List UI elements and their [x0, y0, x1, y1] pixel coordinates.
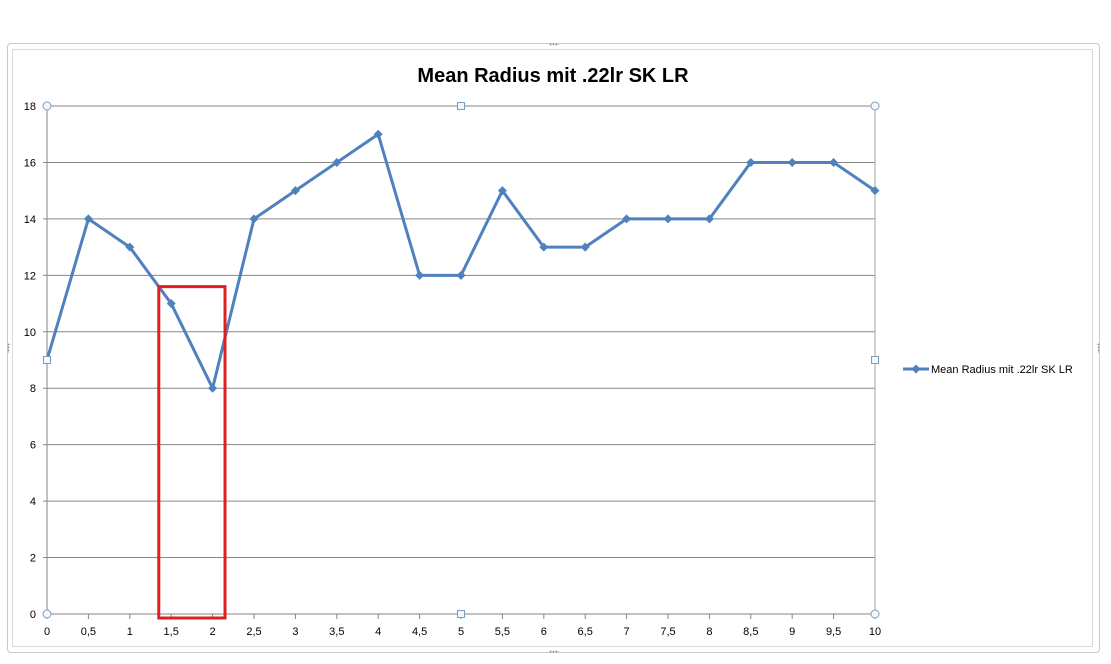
x-tick-label-13: 6,5: [578, 626, 593, 638]
data-point-10[interactable]: [456, 270, 466, 280]
x-axis-tick-labels: 0 0,5 1 1,5 2 2,5 3 3,5 4 4,5 5 5,5 6 6,5 7 7,5 8 8,5 9 9,5…: [44, 626, 881, 638]
axes: [43, 105, 876, 619]
chart-area-frame[interactable]: [7, 43, 1100, 653]
x-tick-label-7: 3,5: [329, 626, 344, 638]
bottom-resize-handle[interactable]: [549, 650, 559, 653]
x-tick-label-5: 2,5: [246, 626, 261, 638]
legend[interactable]: Mean Radius mit .22lr SK LR: [903, 364, 1073, 376]
x-tick-label-8: 4: [375, 626, 381, 638]
x-tick-label-10: 5: [458, 626, 464, 638]
gridlines: [47, 105, 875, 615]
data-point-17[interactable]: [746, 157, 756, 167]
legend-marker-diamond: [911, 364, 921, 374]
chart-title[interactable]: Mean Radius mit .22lr SK LR: [417, 65, 689, 87]
left-resize-handle[interactable]: [7, 343, 10, 353]
x-tick-label-20: 10: [869, 626, 881, 638]
x-tick-label-6: 3: [292, 626, 298, 638]
data-point-12[interactable]: [539, 242, 549, 252]
y-tick-label-12: 12: [24, 270, 36, 282]
edge-handle-3[interactable]: [871, 356, 879, 364]
x-tick-label-12: 6: [541, 626, 547, 638]
data-point-8[interactable]: [373, 129, 383, 139]
corner-handle-3[interactable]: [870, 609, 880, 619]
data-point-18[interactable]: [787, 157, 797, 167]
x-tick-label-4: 2: [210, 626, 216, 638]
edge-handle-1[interactable]: [457, 610, 465, 618]
corner-handle-2[interactable]: [42, 609, 52, 619]
x-tick-label-2: 1: [127, 626, 133, 638]
x-tick-label-14: 7: [624, 626, 630, 638]
data-point-15[interactable]: [663, 214, 673, 224]
data-point-14[interactable]: [622, 214, 632, 224]
x-tick-label-9: 4,5: [412, 626, 427, 638]
series-line-0[interactable]: [45, 132, 876, 390]
highlight-rectangle: [157, 285, 227, 620]
highlight-layer: [157, 285, 227, 620]
data-point-11[interactable]: [497, 186, 507, 196]
top-resize-handle[interactable]: [549, 43, 559, 46]
data-point-2[interactable]: [125, 242, 135, 252]
x-tick-label-17: 8,5: [743, 626, 758, 638]
data-point-1[interactable]: [83, 214, 93, 224]
x-tick-label-15: 7,5: [660, 626, 675, 638]
y-tick-label-2: 2: [30, 553, 36, 565]
corner-handle-0[interactable]: [42, 101, 52, 111]
data-point-4[interactable]: [208, 383, 218, 393]
data-point-5[interactable]: [249, 214, 259, 224]
data-point-13[interactable]: [580, 242, 590, 252]
x-tick-label-11: 5,5: [495, 626, 510, 638]
legend-entry-label[interactable]: Mean Radius mit .22lr SK LR: [931, 364, 1073, 376]
y-tick-label-0: 0: [30, 609, 36, 621]
data-point-7[interactable]: [332, 157, 342, 167]
y-axis-tick-labels: 0 2 4 6 8 10 12 14 16 18: [24, 101, 36, 621]
y-tick-label-18: 18: [24, 101, 36, 113]
y-tick-label-10: 10: [24, 327, 36, 339]
x-tick-label-0: 0: [44, 626, 50, 638]
data-point-20[interactable]: [870, 186, 880, 196]
plot-area-selection-handles[interactable]: [42, 101, 880, 619]
data-point-16[interactable]: [704, 214, 714, 224]
chart-area-inner-border: [12, 49, 1093, 647]
data-point-3[interactable]: [166, 299, 176, 309]
data-point-19[interactable]: [829, 157, 839, 167]
data-series-layer[interactable]: [42, 129, 880, 393]
right-resize-handle[interactable]: [1097, 343, 1100, 353]
edge-handle-2[interactable]: [43, 356, 51, 364]
corner-handle-1[interactable]: [870, 101, 880, 111]
x-tick-label-19: 9,5: [826, 626, 841, 638]
y-tick-label-6: 6: [30, 440, 36, 452]
y-tick-label-8: 8: [30, 383, 36, 395]
x-tick-label-1: 0,5: [81, 626, 96, 638]
x-tick-label-16: 8: [706, 626, 712, 638]
y-tick-label-14: 14: [24, 214, 36, 226]
y-tick-label-16: 16: [24, 157, 36, 169]
edge-handle-0[interactable]: [457, 102, 465, 110]
x-tick-label-3: 1,5: [164, 626, 179, 638]
x-tick-label-18: 9: [789, 626, 795, 638]
y-tick-label-4: 4: [30, 496, 36, 508]
data-point-6[interactable]: [290, 186, 300, 196]
data-point-9[interactable]: [415, 270, 425, 280]
